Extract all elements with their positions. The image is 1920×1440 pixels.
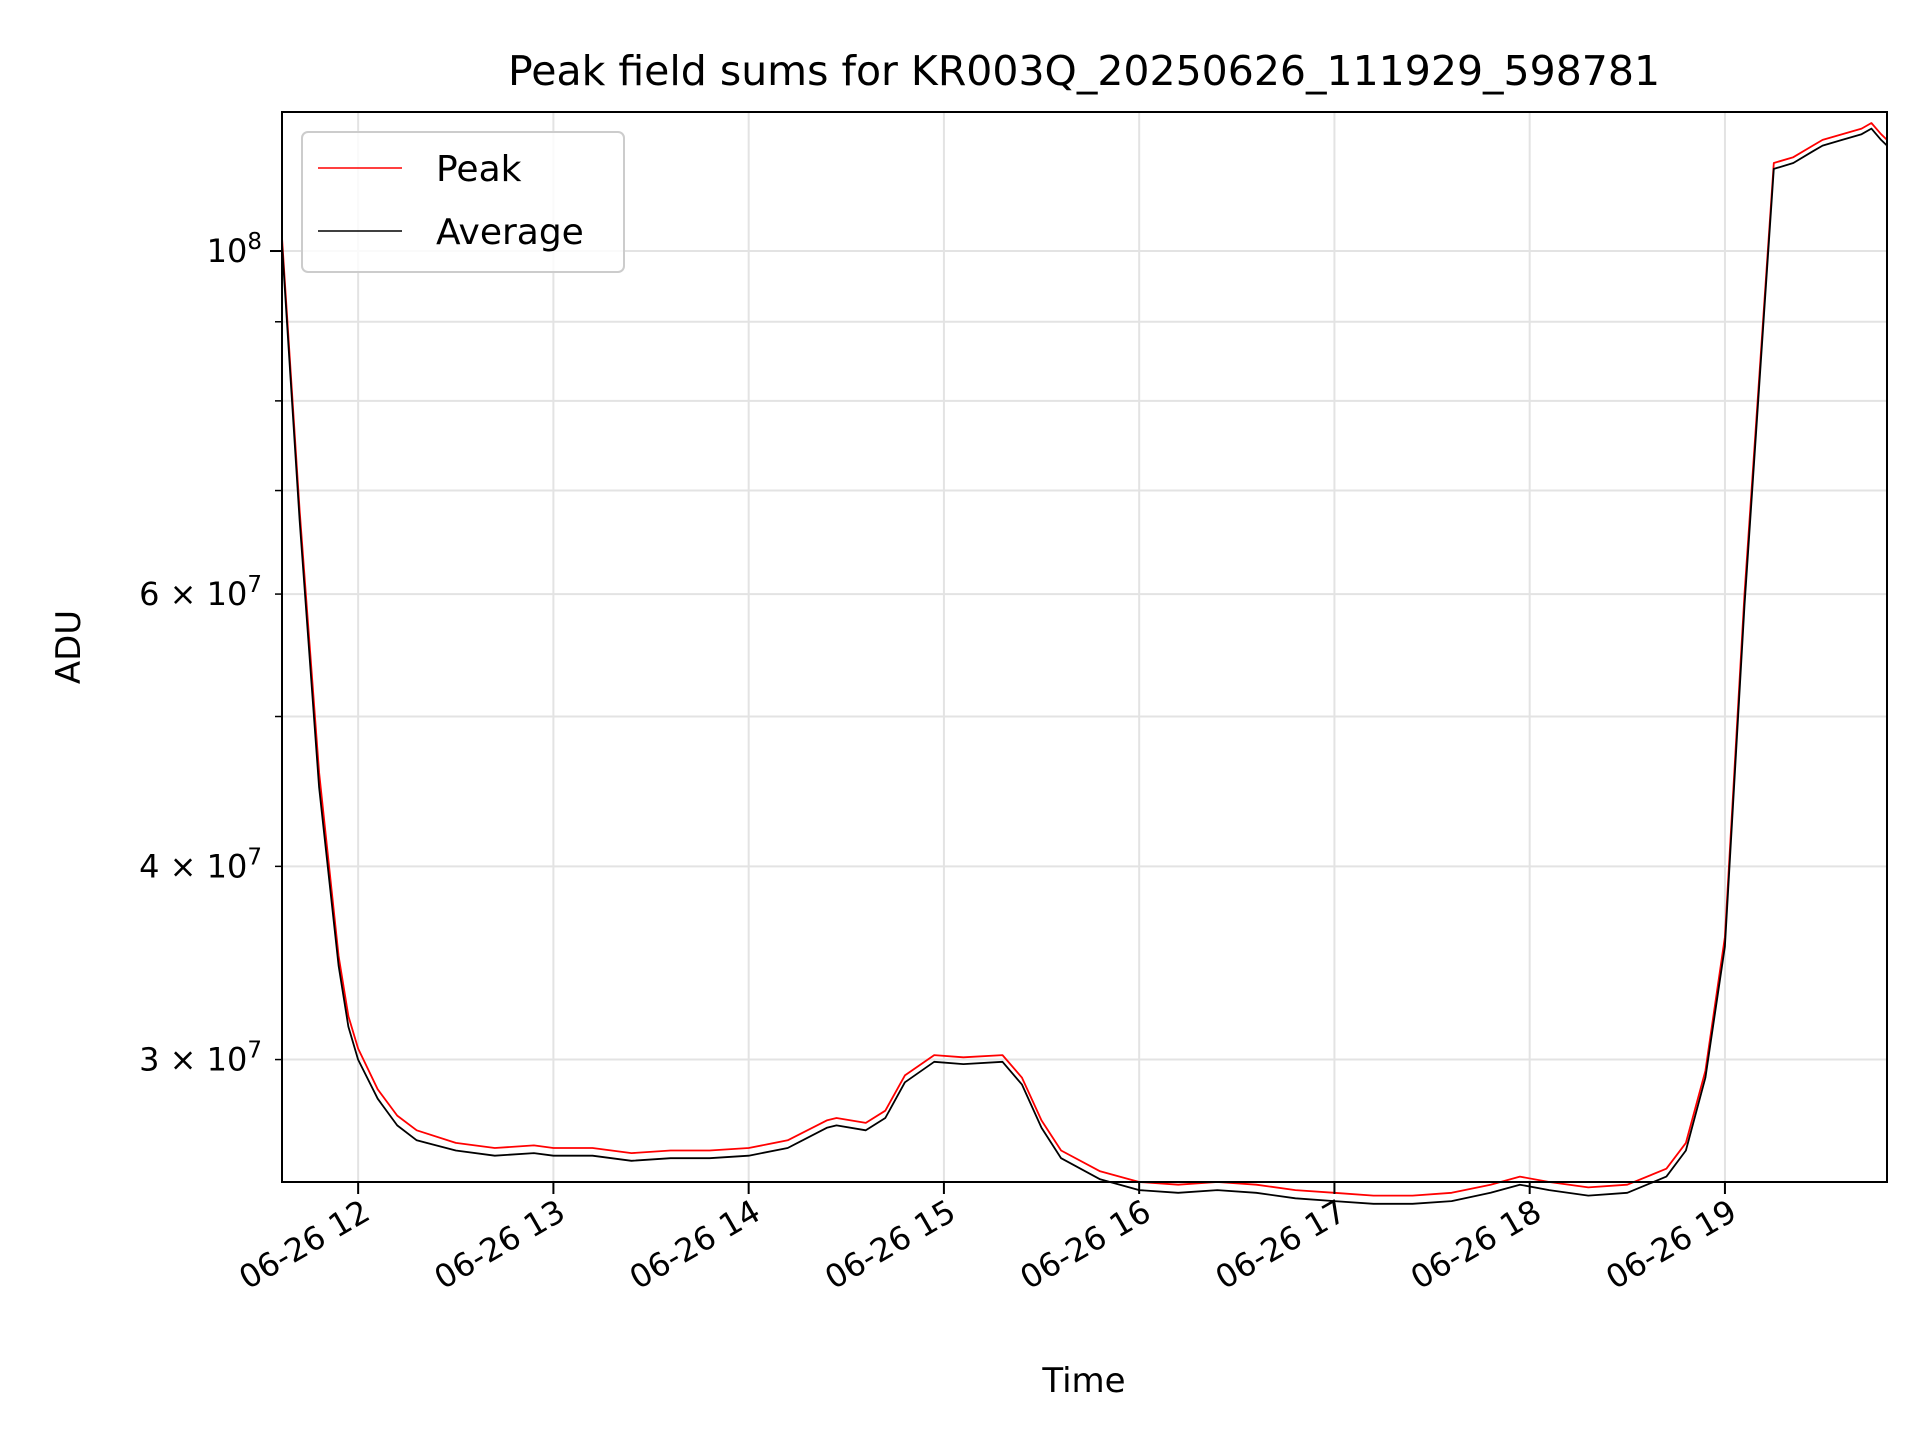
plot-frame bbox=[281, 111, 1888, 1183]
y-tick-label: 108 bbox=[207, 229, 262, 270]
y-tick-label: 6 × 107 bbox=[139, 572, 262, 613]
y-tick-label: 4 × 107 bbox=[139, 844, 262, 885]
y-axis-title: ADU bbox=[49, 610, 89, 684]
legend: Peak Average bbox=[301, 131, 625, 273]
y-tick-label: 3 × 107 bbox=[139, 1038, 262, 1079]
legend-label-peak: Peak bbox=[436, 149, 522, 190]
chart-title: Peak field sums for KR003Q_20250626_1119… bbox=[508, 47, 1660, 95]
x-axis-title: Time bbox=[1041, 1361, 1125, 1401]
legend-label-average: Average bbox=[436, 212, 584, 253]
plot-series bbox=[281, 122, 1888, 1205]
y-axis: 108 3 × 107 4 × 107 6 × 107 bbox=[139, 229, 282, 1079]
series-line-average bbox=[281, 127, 1888, 1205]
legend-box bbox=[301, 131, 625, 273]
